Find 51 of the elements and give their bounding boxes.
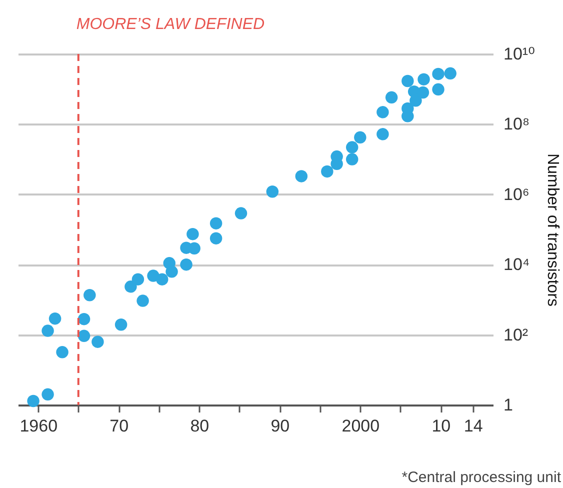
point <box>210 232 222 244</box>
point <box>418 73 430 86</box>
point <box>78 312 90 326</box>
point <box>84 289 96 302</box>
ref-line-label: MOORE’S LAW DEFINED <box>76 16 265 33</box>
point <box>402 74 414 88</box>
y-tick-label: 1 <box>504 396 513 414</box>
point <box>432 83 444 96</box>
point <box>42 388 54 401</box>
point <box>432 68 444 80</box>
point <box>48 312 62 325</box>
y-tick-label: 10² <box>504 325 528 344</box>
x-tick-label: 80 <box>190 416 210 436</box>
point <box>346 153 358 166</box>
point <box>180 258 192 271</box>
point <box>42 324 54 337</box>
x-tick-label: 70 <box>110 416 129 436</box>
x-tick-label: 1960 <box>20 416 58 436</box>
y-axis-title: Number of transistors <box>544 154 561 306</box>
point <box>186 228 199 240</box>
point <box>321 165 334 178</box>
point <box>166 266 178 278</box>
x-tick-label: 14 <box>464 416 483 436</box>
point <box>27 394 40 408</box>
text: *Central processing unit <box>402 469 562 486</box>
y-tick-label: 10⁴ <box>504 255 530 274</box>
x-tick-label: 2000 <box>342 416 380 436</box>
point <box>132 273 144 286</box>
point <box>266 186 279 198</box>
y-tick-label: 10⁶ <box>504 184 530 204</box>
point <box>56 346 68 358</box>
point <box>376 128 389 140</box>
point <box>385 91 398 104</box>
y-tick-label: 10¹⁰ <box>504 44 536 64</box>
x-tick-label: 90 <box>270 416 290 436</box>
point <box>444 67 456 80</box>
x-tick-label: 10 <box>432 416 451 436</box>
point <box>188 242 200 254</box>
point <box>124 280 137 293</box>
point <box>354 131 366 144</box>
point <box>376 106 389 118</box>
point <box>234 207 248 220</box>
point <box>92 336 104 348</box>
y-tick-label: 10⁸ <box>504 114 530 134</box>
point <box>295 170 308 182</box>
point <box>210 217 222 230</box>
point <box>114 318 128 331</box>
point <box>78 330 90 342</box>
point <box>156 273 168 286</box>
point <box>136 294 149 307</box>
point <box>346 141 358 154</box>
